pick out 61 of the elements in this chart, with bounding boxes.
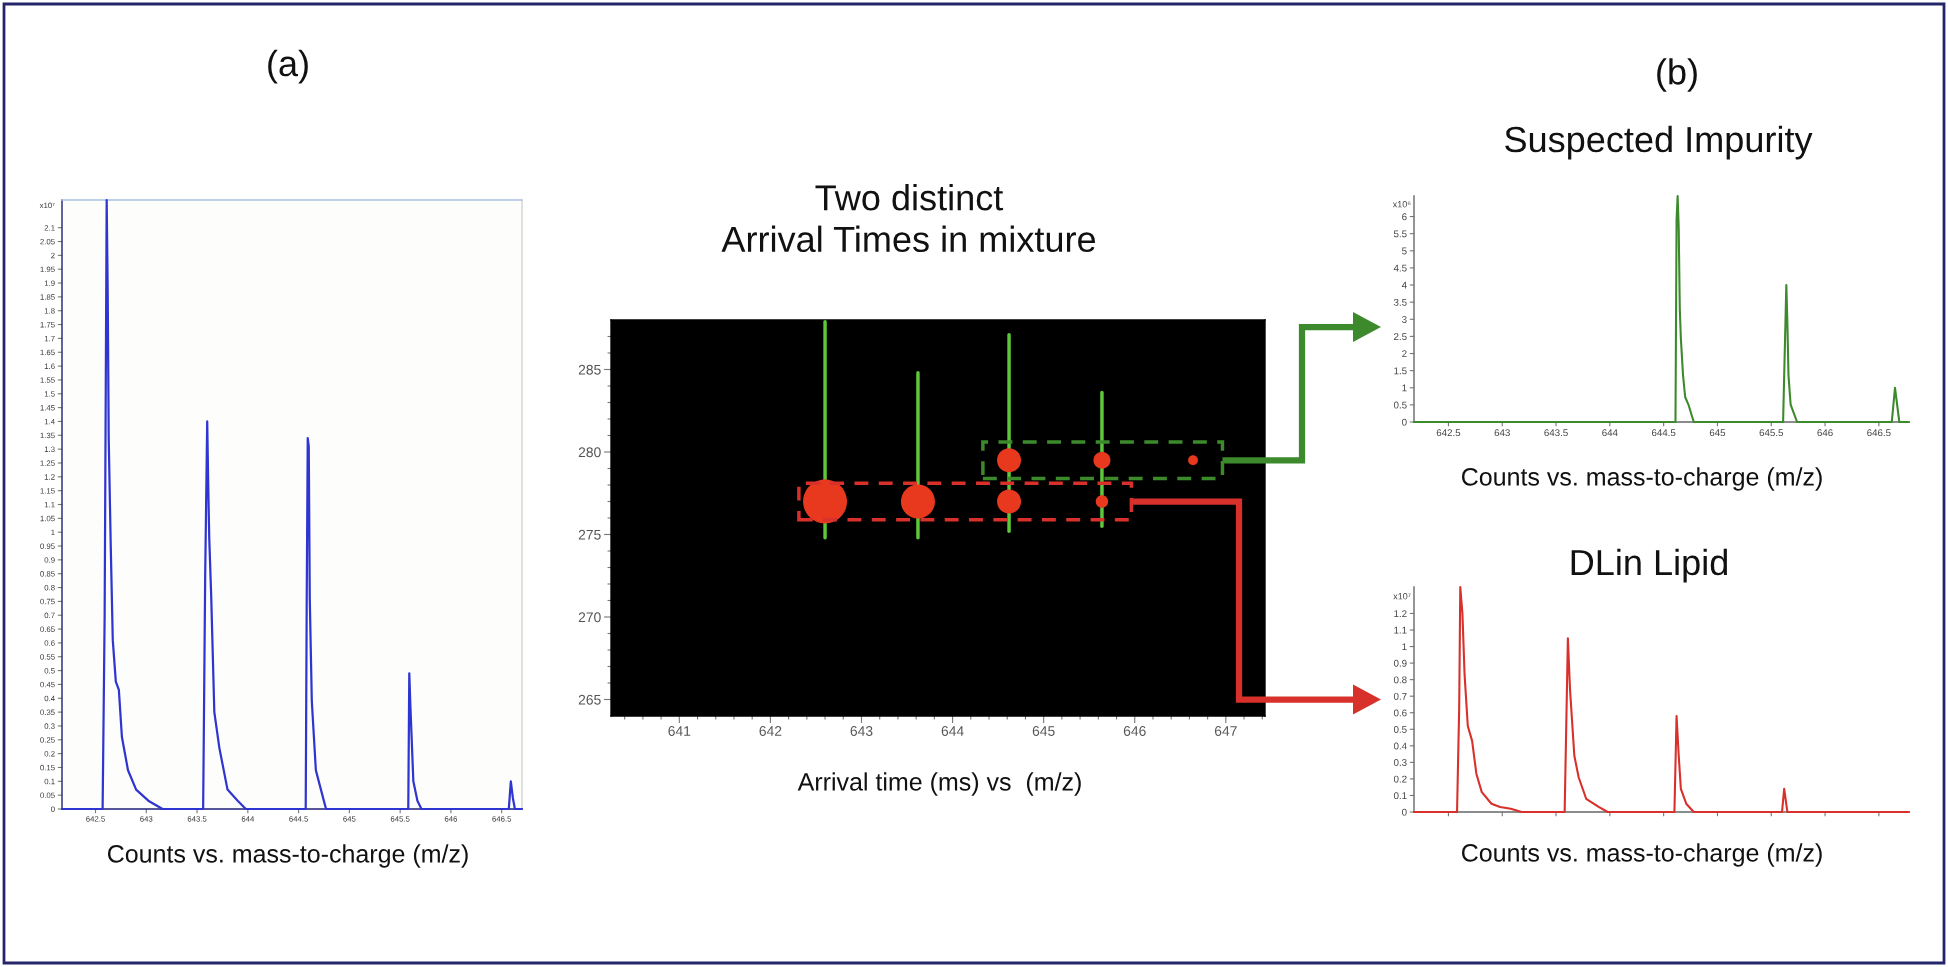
y-tick-label: 0.8	[1393, 676, 1407, 684]
x-axis-title: Counts vs. mass-to-charge (m/z)	[1461, 467, 1822, 491]
x-axis-title: Counts vs. mass-to-charge (m/z)	[107, 844, 468, 868]
y-tick-label: 265	[578, 694, 601, 705]
y-tick-label: 1.1	[1394, 626, 1407, 634]
x-tick-label: 645.5	[1759, 429, 1784, 437]
x-tick-label: 644.5	[1651, 429, 1676, 437]
y-tick-label: 0.6	[1393, 709, 1407, 717]
y-tick-label: 0.3	[1393, 759, 1407, 766]
y-tick-label: 4.5	[1393, 264, 1407, 272]
text: (b)	[1657, 58, 1697, 92]
line-series	[1412, 585, 1911, 814]
y-tick-label: 5	[1402, 247, 1407, 255]
x-tick-label: 646.5	[1867, 429, 1891, 437]
y-tick-label: 3	[1402, 316, 1407, 323]
y-tick-label: 1	[1402, 643, 1407, 651]
y-tick-label: 0.1	[1393, 792, 1407, 800]
y-axis-title: x10⁷	[1393, 593, 1411, 600]
x-tick-label: 645	[1032, 726, 1055, 736]
y-tick-label: 6	[1402, 213, 1407, 221]
y-tick-label: 1.2	[1394, 610, 1407, 617]
chart-title: DLin Lipid	[1571, 548, 1727, 583]
x-tick-label: 642.5	[1436, 429, 1461, 437]
chart-title: (a)	[268, 49, 308, 84]
y-tick-label: 0.2	[1393, 775, 1407, 783]
x-tick-label: 643.5	[1544, 429, 1568, 437]
y-axis-title: x10⁶	[1392, 201, 1411, 208]
y-tick-label: 0.5	[1393, 726, 1407, 733]
x-axis-title: Arrival time (ms) vs (m/z)	[797, 772, 1081, 796]
y-tick-label: 280	[578, 447, 601, 458]
chart-title: Suspected Impurity	[1505, 125, 1813, 160]
x-tick-label: 644	[1602, 429, 1618, 437]
line-series	[1412, 194, 1911, 424]
chart-title: Two distinct Arrival Times in mixture	[721, 184, 1096, 253]
x-tick-label: 646	[1817, 429, 1833, 437]
y-tick-label: 0.4	[1393, 742, 1407, 750]
x-axis-title: Counts vs. mass-to-charge (m/z)	[1461, 843, 1822, 867]
y-tick-label: 5.5	[1393, 230, 1407, 238]
y-tick-label: 1.5	[1394, 367, 1407, 375]
x-tick-label: 646	[1123, 726, 1146, 736]
x-tick-label: 641	[668, 726, 691, 736]
y-tick-label: 0	[1402, 418, 1407, 426]
x-tick-label: 643	[1494, 429, 1510, 437]
y-tick-label: 0.7	[1393, 692, 1407, 700]
x-tick-label: 642	[759, 726, 782, 736]
y-tick-label: 2.5	[1394, 333, 1407, 341]
y-tick-label: 1	[1402, 384, 1407, 392]
y-tick-label: 285	[578, 364, 601, 375]
x-tick-label: 645	[1709, 429, 1726, 437]
x-tick-label: 643	[850, 726, 873, 736]
y-tick-label: 0.9	[1393, 659, 1407, 667]
y-tick-label: 0	[1402, 808, 1407, 816]
y-tick-label: 2	[1402, 350, 1407, 358]
y-tick-label: 270	[578, 612, 601, 623]
line-series	[60, 198, 524, 811]
y-tick-label: 3.5	[1393, 298, 1407, 306]
x-tick-label: 647	[1214, 726, 1237, 736]
x-tick-label: 644	[941, 726, 964, 736]
y-tick-label: 4	[1401, 281, 1407, 289]
y-tick-label: 0.5	[1393, 401, 1407, 409]
y-tick-label: 275	[578, 529, 601, 540]
